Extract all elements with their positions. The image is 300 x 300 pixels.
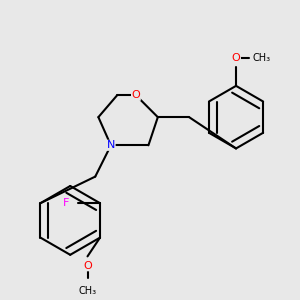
Text: CH₃: CH₃: [78, 286, 97, 296]
Text: O: O: [131, 90, 140, 100]
Text: O: O: [232, 53, 240, 63]
Text: CH₃: CH₃: [252, 53, 270, 63]
Text: O: O: [83, 261, 92, 271]
Text: F: F: [62, 198, 69, 208]
Text: N: N: [107, 140, 115, 150]
